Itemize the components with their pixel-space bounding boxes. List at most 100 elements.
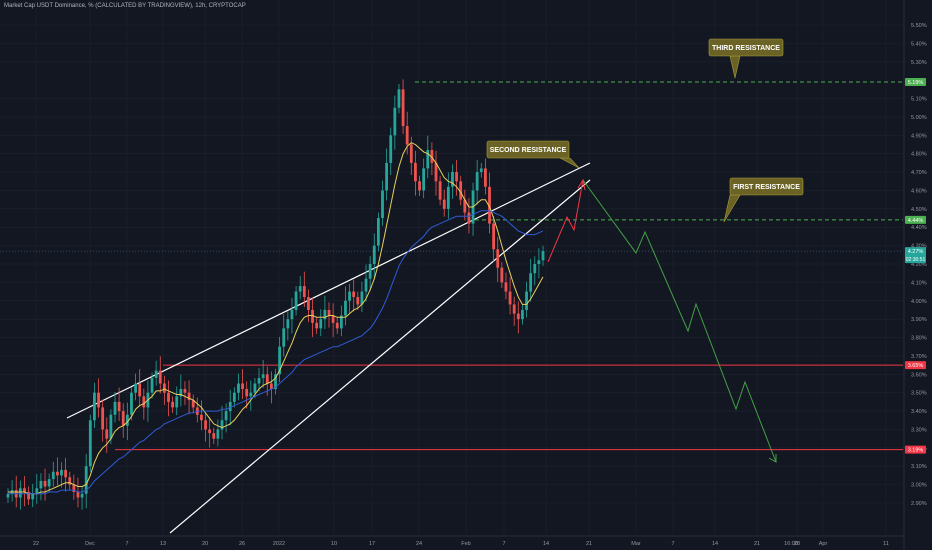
candle-body [422, 168, 426, 191]
candle-body [125, 414, 129, 426]
x-tick-label: 10 [331, 541, 337, 547]
candle-body [76, 491, 80, 498]
candle-body [47, 479, 51, 487]
candle-body [142, 396, 146, 408]
candle-body [249, 392, 253, 397]
candle-body [237, 383, 240, 393]
candle-body [434, 162, 438, 182]
x-tick-label: 7 [502, 541, 505, 547]
candle-body [183, 389, 187, 393]
candle-body [212, 433, 216, 439]
candle-body [286, 319, 290, 329]
x-tick-label: Mar [631, 541, 641, 547]
x-tick-label: 14 [712, 541, 718, 547]
projection-down-line [582, 179, 777, 463]
candle-body [43, 480, 47, 487]
candle-body [344, 300, 347, 316]
moving-averages [8, 142, 544, 495]
time-axis[interactable]: 22 Dec 7 13 20 26 2022 10 17 24 Feb 7 14 21 Mar 7 14 21 28… [0, 535, 903, 547]
y-tick-label: 5.30% [911, 60, 927, 66]
candle-body [401, 89, 405, 127]
candle-body [68, 477, 72, 485]
candle-body [512, 304, 516, 314]
candle-body [294, 291, 298, 310]
candle-body [438, 181, 442, 200]
candle-body [315, 322, 319, 329]
x-tick-label: 28 [794, 541, 800, 547]
candle-body [84, 466, 88, 494]
candle-body [171, 401, 175, 408]
price-axis[interactable]: 5.50% 5.40% 5.30% 5.10% 5.00% 4.90% 4.80% 4.70%… [903, 0, 927, 550]
candle-body [360, 291, 364, 305]
x-tick-label: 13 [160, 541, 166, 547]
candle-body [245, 389, 249, 397]
ma-slow-line [8, 210, 544, 495]
callout-box [486, 140, 570, 159]
price-label-box [905, 247, 926, 264]
x-tick-label: 16:00 [784, 541, 798, 547]
candle-body [319, 319, 323, 329]
ma-fast-line [8, 142, 544, 495]
candle-body [282, 328, 286, 347]
x-tick-label: 20 [202, 541, 208, 547]
candle-body [426, 150, 430, 169]
candle-body [381, 190, 384, 219]
y-tick-label: 5.50% [911, 23, 927, 29]
candle-body [446, 186, 450, 209]
x-tick-label: 21 [754, 541, 760, 547]
x-tick-label: 26 [239, 541, 245, 547]
candle-body [467, 212, 471, 224]
y-tick-label: 3.30% [911, 427, 927, 433]
callout-label: THIRD RESISTANCE [712, 45, 780, 52]
candle-body [175, 396, 179, 408]
candle-body [162, 383, 166, 393]
candle-body [459, 181, 463, 200]
candle-body [228, 401, 232, 412]
candle-body [274, 374, 277, 390]
y-tick-label: 5.00% [911, 115, 927, 121]
y-tick-label: 5.10% [911, 97, 927, 103]
upper-trendline [66, 162, 591, 419]
y-tick-label: 2.90% [911, 501, 927, 507]
candle-body [101, 407, 105, 430]
x-tick-label: 7 [671, 541, 674, 547]
y-tick-label: 3.10% [911, 464, 927, 470]
x-tick-label: 24 [416, 541, 422, 547]
y-tick-label: 3.80% [911, 336, 927, 342]
candle-body [158, 370, 162, 384]
x-tick-label: Feb [461, 541, 470, 547]
candle-body [430, 150, 434, 163]
candle-body [352, 291, 356, 298]
y-tick-label: 3.50% [911, 391, 927, 397]
y-tick-label: 4.90% [911, 133, 927, 139]
candle-body [60, 469, 63, 476]
y-tick-label: 4.70% [911, 170, 927, 176]
candle-body [93, 392, 96, 421]
y-tick-label: 3.60% [911, 372, 927, 378]
candle-body [397, 89, 401, 108]
candle-body [475, 172, 479, 191]
candle-body [529, 273, 533, 292]
price-label-text: 3.19% [908, 448, 924, 454]
candle-body [307, 297, 310, 310]
callout-label: FIRST RESISTANCE [733, 184, 800, 191]
candle-body [134, 383, 137, 393]
candle-body [409, 144, 413, 163]
resistance-callouts: THIRD RESISTANCE SECOND RESISTANCE FIRST R… [486, 38, 804, 223]
candle-body [298, 286, 302, 292]
candle-body [483, 168, 487, 187]
candle-body [216, 429, 220, 439]
candle-body [541, 251, 545, 261]
candle-body [261, 374, 265, 378]
x-tick-label: 21 [586, 541, 592, 547]
y-tick-label: 3.40% [911, 409, 927, 415]
candle-body [405, 126, 409, 145]
candle-body [327, 309, 331, 316]
candle-body [167, 392, 170, 402]
candle-body [138, 383, 142, 397]
candle-body [35, 488, 39, 494]
candle-body [105, 429, 109, 439]
callout-box [729, 177, 804, 196]
candle-body [418, 181, 421, 191]
